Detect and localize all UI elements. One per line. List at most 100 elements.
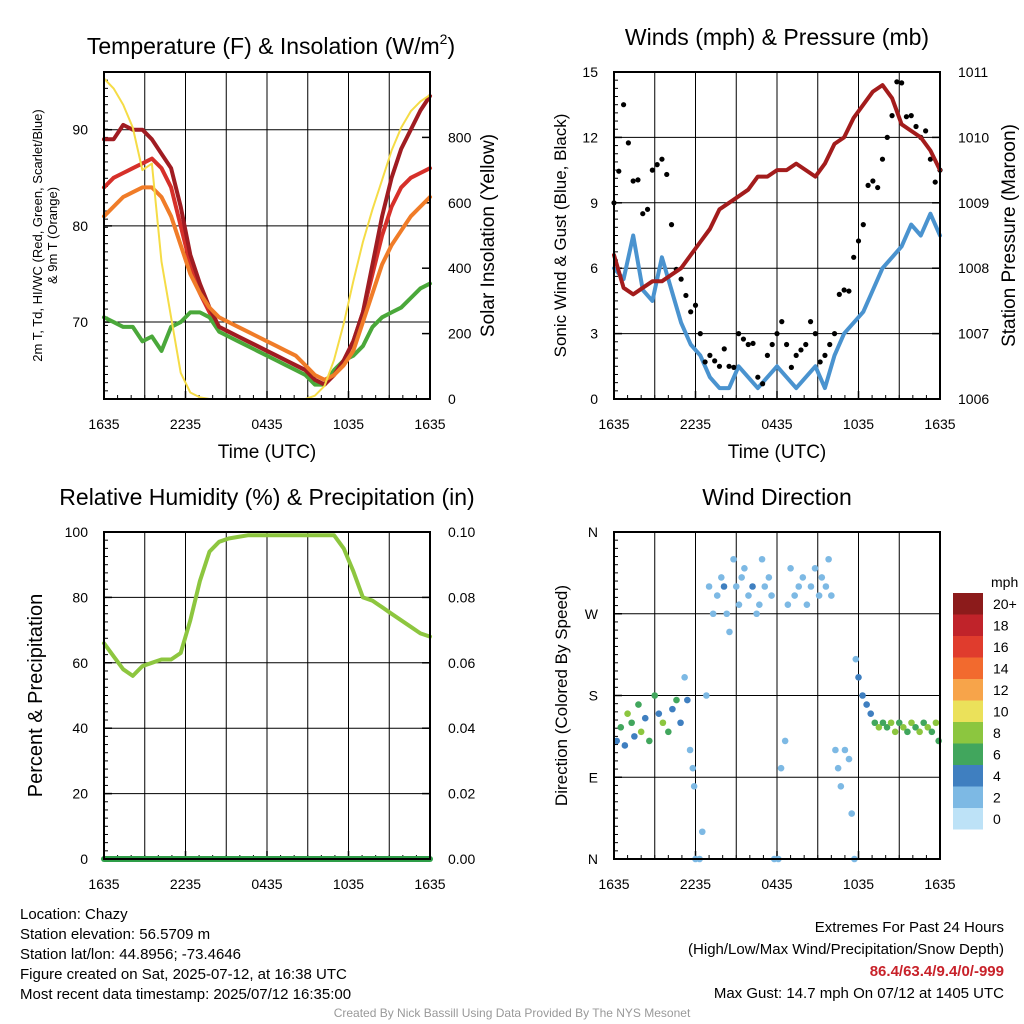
- series-line-heat_index: [102, 94, 432, 387]
- gust-point: [865, 182, 871, 188]
- gust-point: [875, 184, 881, 191]
- latlon-text: Station lat/lon: 44.8956; -73.4646: [20, 946, 242, 963]
- direction-point: [920, 719, 927, 727]
- direction-point: [837, 783, 845, 790]
- legend-label: 2: [993, 790, 1001, 806]
- x-tick-label: 2235: [680, 876, 711, 892]
- legend-label: 0: [993, 811, 1001, 827]
- direction-point: [825, 555, 832, 563]
- direction-point: [777, 764, 785, 772]
- direction-point: [883, 723, 891, 731]
- y-tick-label: E: [589, 769, 598, 785]
- gust-point: [851, 254, 857, 260]
- y-tick-label: N: [588, 851, 598, 867]
- y-tick-label: 12: [582, 129, 598, 145]
- direction-point: [811, 565, 819, 572]
- gust-point: [640, 211, 646, 217]
- direction-point: [799, 574, 807, 581]
- y-right-tick-label: 0.06: [448, 655, 475, 671]
- x-tick-label: 1035: [333, 876, 364, 892]
- legend-label: 12: [993, 682, 1009, 698]
- x-tick-label: 0435: [251, 416, 282, 432]
- y-axis-label: Sonic Wind & Gust (Blue, Black): [551, 114, 570, 358]
- direction-point: [665, 728, 672, 736]
- gust-point: [702, 359, 708, 365]
- direction-point: [709, 610, 717, 618]
- gust-point: [764, 352, 771, 358]
- gust-point: [649, 167, 655, 173]
- legend-label: 8: [993, 725, 1001, 741]
- gust-point: [793, 352, 799, 358]
- chart-panel-1: Temperature (F) & Insolation (W/m2) 70 80 9…: [30, 31, 499, 463]
- gust-point: [927, 156, 934, 162]
- gust-point: [817, 359, 823, 365]
- gust-point: [745, 341, 751, 348]
- gust-point: [884, 134, 890, 140]
- gust-point: [812, 331, 818, 337]
- y-axis-label-right: Solar Insolation (Yellow): [478, 134, 499, 337]
- direction-point: [749, 583, 756, 590]
- direction-point: [832, 746, 839, 754]
- gust-point: [903, 114, 910, 120]
- direction-point: [635, 701, 642, 708]
- legend-label: 6: [993, 747, 1001, 763]
- chart-panel-3: Relative Humidity (%) & Precipitation (i…: [25, 484, 475, 892]
- y-right-tick-label: 600: [448, 195, 472, 211]
- gust-point: [798, 347, 804, 353]
- direction-point: [867, 710, 875, 717]
- direction-point: [713, 592, 721, 599]
- elevation-text: Station elevation: 56.5709 m: [20, 926, 211, 943]
- gust-point: [731, 364, 737, 370]
- x-tick-label: 2235: [170, 876, 201, 892]
- direction-point: [738, 574, 745, 581]
- chart-title: Relative Humidity (%) & Precipitation (i…: [59, 484, 474, 510]
- plot-frame: [103, 531, 431, 860]
- x-tick-label: 1635: [598, 416, 629, 432]
- legend-label: 18: [993, 618, 1009, 634]
- direction-point: [703, 692, 710, 699]
- gust-point: [879, 156, 886, 162]
- legend-label: 20+: [993, 596, 1017, 612]
- direction-point: [791, 592, 798, 599]
- series-line-temp_9m: [102, 185, 432, 382]
- y-tick-label: N: [588, 524, 598, 540]
- direction-point: [803, 601, 811, 608]
- gust-point: [697, 331, 703, 337]
- direction-point: [887, 719, 895, 727]
- gust-point: [760, 381, 766, 387]
- x-tick-label: 0435: [761, 876, 792, 892]
- direction-point: [723, 610, 731, 618]
- gust-point: [620, 102, 627, 108]
- y-tick-label: W: [585, 606, 599, 622]
- gust-point: [644, 206, 651, 212]
- extremes-info: Extremes For Past 24 Hours (High/Low/Max…: [688, 917, 1004, 1005]
- plot-frame: [613, 71, 941, 400]
- legend-label: 16: [993, 639, 1009, 655]
- y-right-tick-label: 0.10: [448, 524, 475, 540]
- x-tick-label: 1635: [414, 876, 445, 892]
- x-tick-label: 1635: [88, 416, 119, 432]
- direction-point: [795, 583, 803, 590]
- y-right-tick-label: 200: [448, 326, 472, 342]
- direction-point: [834, 764, 842, 772]
- direction-point: [673, 696, 680, 704]
- gust-point: [736, 331, 742, 337]
- direction-point: [745, 592, 752, 599]
- y-tick-label: 40: [72, 720, 88, 736]
- gust-point: [908, 113, 914, 119]
- gust-point: [783, 341, 790, 348]
- direction-point: [624, 710, 631, 717]
- direction-point: [732, 583, 740, 590]
- direction-point: [904, 728, 911, 736]
- y-tick-label: 3: [590, 326, 598, 342]
- direction-point: [628, 719, 635, 727]
- chart-panel-2: Winds (mph) & Pressure (mb)0369121510061…: [551, 24, 1020, 463]
- gust-point: [841, 287, 847, 293]
- title-superscript: 2: [440, 31, 448, 47]
- direction-point: [659, 719, 667, 727]
- gust-point: [659, 156, 665, 162]
- direction-point: [631, 733, 638, 740]
- direction-point: [617, 723, 625, 731]
- gust-point: [769, 341, 775, 348]
